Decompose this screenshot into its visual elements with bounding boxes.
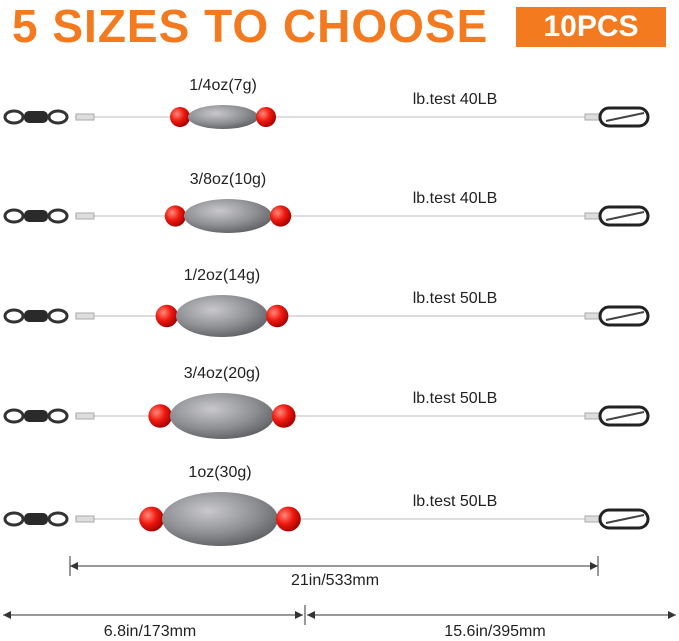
swivel-eye xyxy=(3,511,25,527)
swivel-eye xyxy=(3,308,25,324)
swivel-body xyxy=(24,310,48,322)
sleeve xyxy=(584,312,600,320)
sleeve xyxy=(75,312,95,320)
snap-wire xyxy=(605,514,645,524)
sleeve xyxy=(584,212,600,220)
swivel-body xyxy=(24,513,48,525)
dimensions: 21in/533mm 6.8in/173mm 15.6in/395mm xyxy=(3,556,676,640)
weight xyxy=(188,105,258,129)
bead xyxy=(270,205,292,227)
bead xyxy=(148,404,172,428)
bead xyxy=(155,304,178,328)
rigs: 1/4oz(7g) lb.test 40LB 3/8oz(10g) lb.test 4… xyxy=(3,77,650,546)
weight xyxy=(162,492,278,546)
total-length: 21in/533mm xyxy=(291,572,379,589)
swivel-eye xyxy=(47,208,69,224)
title: 5 SIZES TO CHOOSE xyxy=(12,0,488,52)
bead xyxy=(164,205,186,227)
weight xyxy=(184,199,272,233)
bead xyxy=(266,304,289,328)
sleeve xyxy=(75,113,95,121)
test-label: lb.test 50LB xyxy=(413,390,498,407)
weight xyxy=(170,393,274,439)
weight-label: 1/4oz(7g) xyxy=(189,77,257,94)
weight-label: 1oz(30g) xyxy=(188,464,251,481)
weight-label: 3/8oz(10g) xyxy=(190,171,267,188)
badge-box xyxy=(516,7,666,47)
snap-wire xyxy=(605,112,645,122)
snap-wire xyxy=(605,311,645,321)
snap xyxy=(598,405,650,427)
test-label: lb.test 40LB xyxy=(413,91,498,108)
swivel-eye xyxy=(47,408,69,424)
swivel-eye xyxy=(3,109,25,125)
sleeve xyxy=(75,412,95,420)
test-label: lb.test 50LB xyxy=(413,493,498,510)
swivel-body xyxy=(24,410,48,422)
snap xyxy=(598,305,650,327)
bead xyxy=(272,404,296,428)
weight-label: 1/2oz(14g) xyxy=(184,267,261,284)
bead xyxy=(256,107,276,127)
test-label: lb.test 40LB xyxy=(413,190,498,207)
bead xyxy=(170,107,190,127)
snap xyxy=(598,508,650,530)
sleeve xyxy=(584,412,600,420)
sleeve xyxy=(75,212,95,220)
sleeve xyxy=(584,113,600,121)
sleeve xyxy=(75,515,95,523)
swivel-body xyxy=(24,111,48,123)
swivel-eye xyxy=(47,511,69,527)
bead xyxy=(139,506,165,532)
test-label: lb.test 50LB xyxy=(413,290,498,307)
bead xyxy=(276,506,301,532)
swivel-eye xyxy=(47,308,69,324)
swivel-body xyxy=(24,210,48,222)
badge: 10PCS xyxy=(543,10,638,43)
main-length: 15.6in/395mm xyxy=(444,623,545,640)
swivel-eye xyxy=(47,109,69,125)
sleeve xyxy=(584,515,600,523)
snap-wire xyxy=(605,211,645,221)
swivel-eye xyxy=(3,408,25,424)
leader-length: 6.8in/173mm xyxy=(104,623,197,640)
snap xyxy=(598,205,650,227)
snap xyxy=(598,106,650,128)
weight-label: 3/4oz(20g) xyxy=(184,365,261,382)
swivel-eye xyxy=(3,208,25,224)
weight xyxy=(176,295,268,337)
snap-wire xyxy=(605,411,645,421)
